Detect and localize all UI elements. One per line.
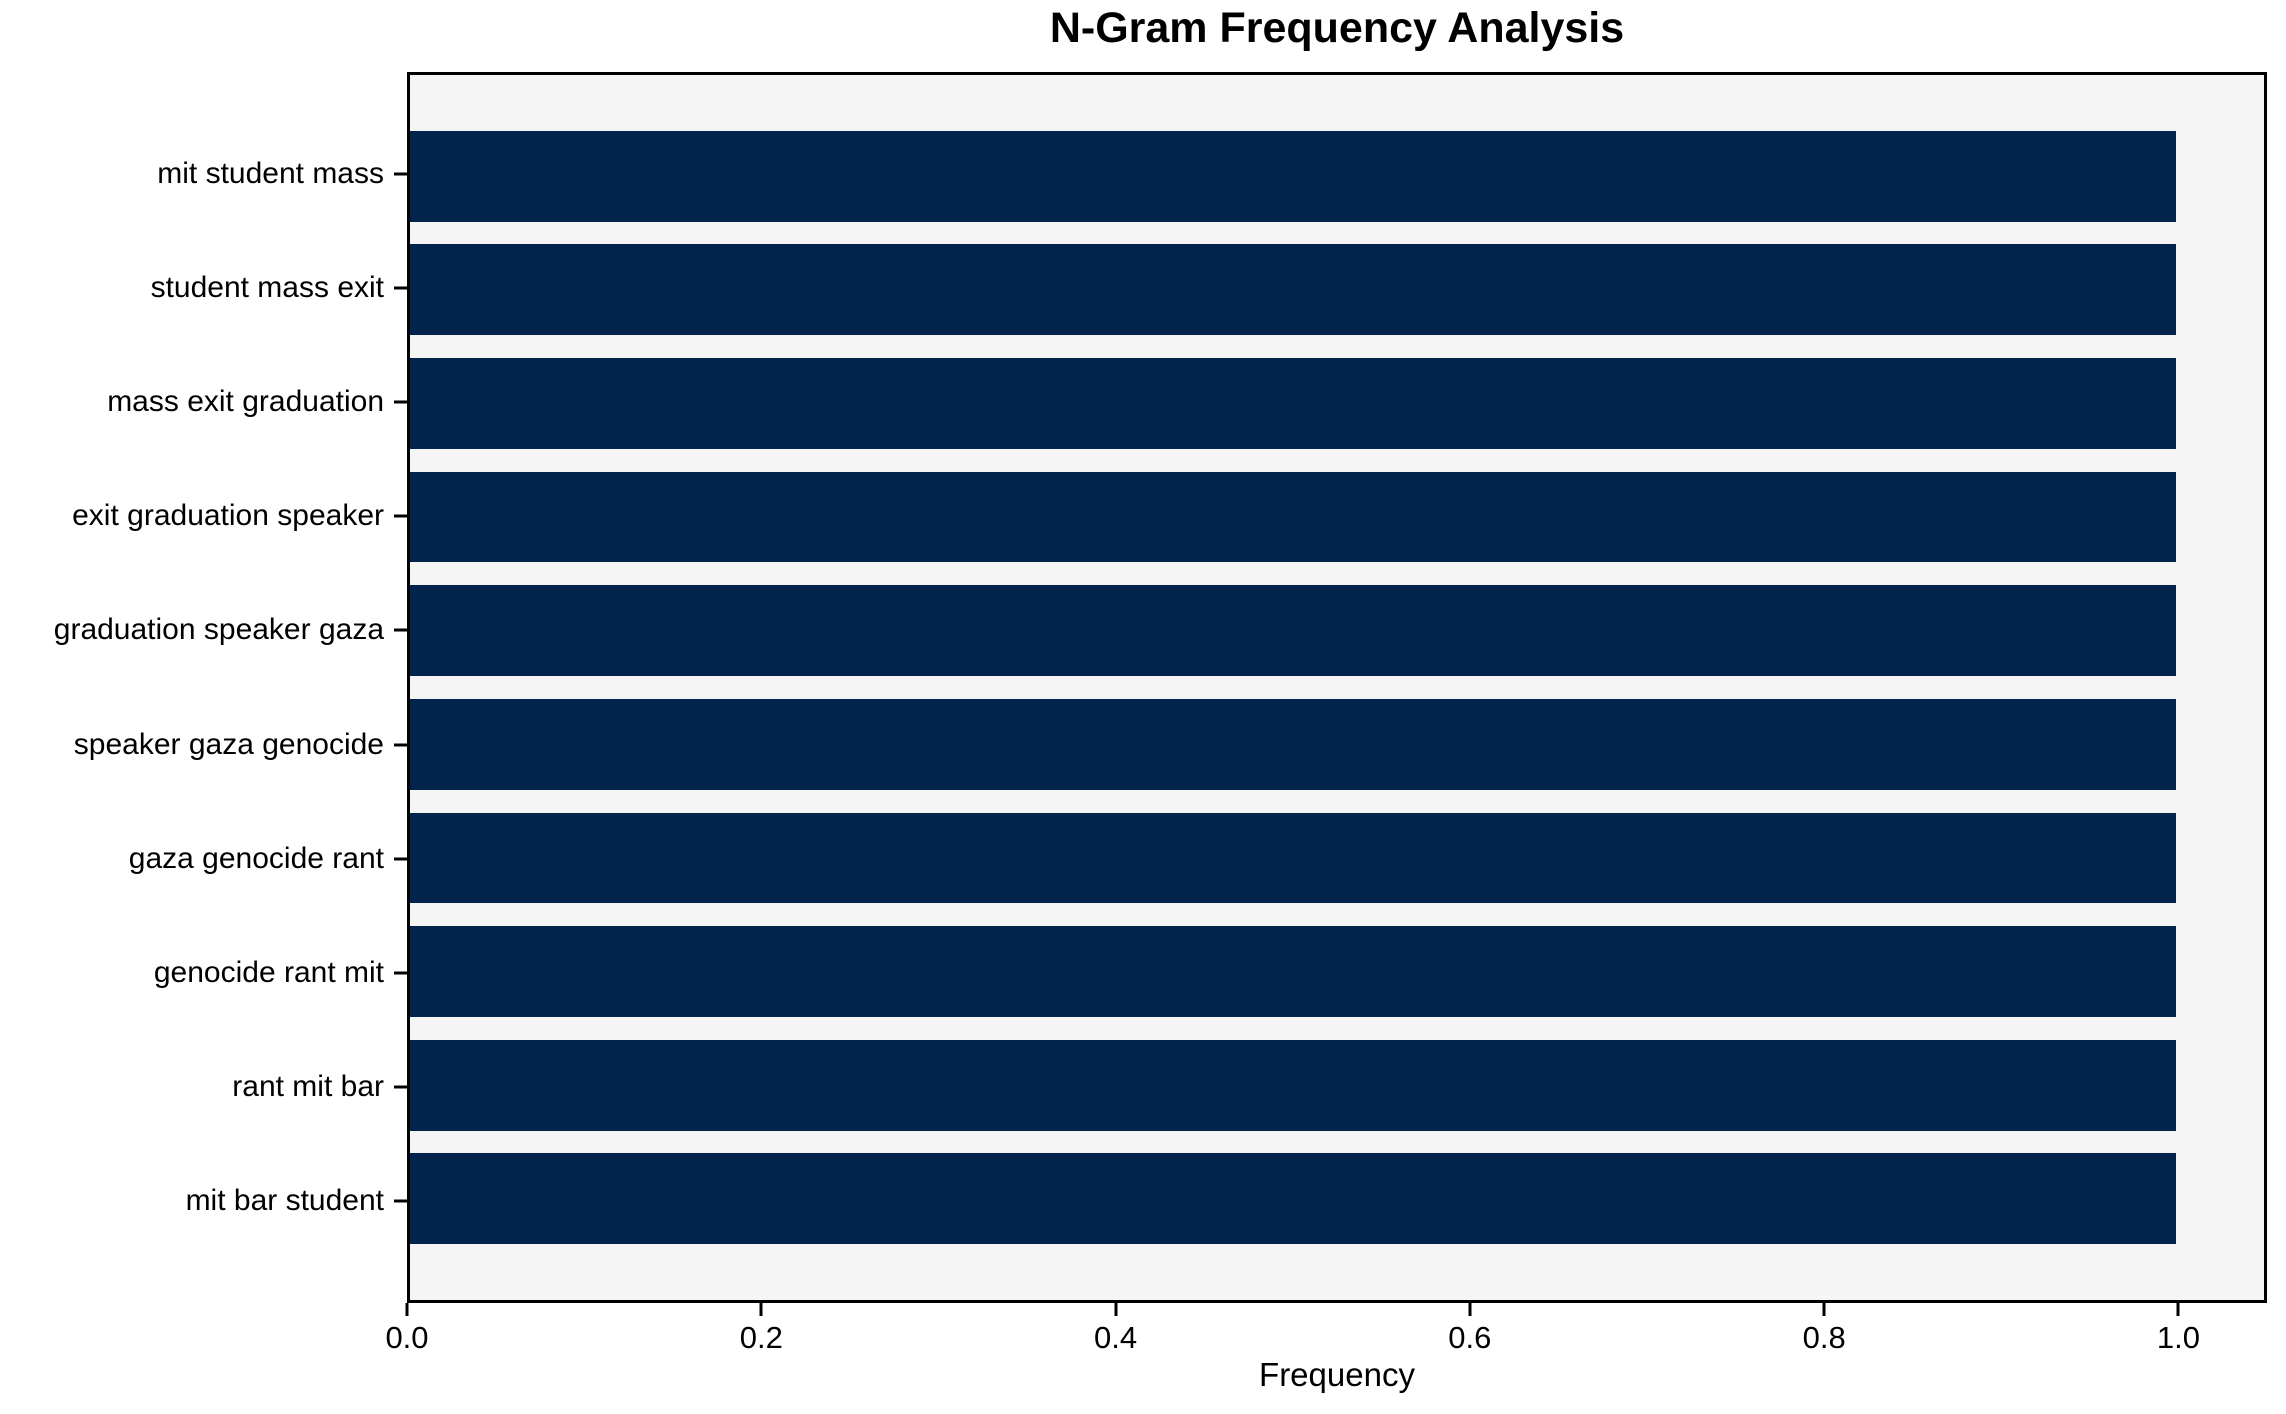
bar: [410, 471, 2176, 563]
y-tick-mark: [394, 1085, 407, 1089]
y-tick-mark: [394, 857, 407, 861]
x-tick-label: 0.2: [739, 1320, 783, 1355]
x-axis-label: Frequency: [1259, 1356, 1415, 1393]
y-tick-label: speaker gaza genocide: [73, 727, 384, 761]
y-tick-mark: [394, 743, 407, 747]
y-tick-mark: [394, 514, 407, 518]
y-tick-mark: [394, 971, 407, 975]
y-tick-mark: [394, 628, 407, 632]
y-tick-label: student mass exit: [150, 270, 384, 304]
bar: [410, 1153, 2176, 1245]
x-tick-mark: [759, 1303, 763, 1316]
x-tick-mark: [1822, 1303, 1826, 1316]
x-tick-label: 0.0: [385, 1320, 429, 1355]
x-tick-mark: [1468, 1303, 1472, 1316]
y-tick-label: exit graduation speaker: [72, 499, 384, 533]
x-tick-label: 0.4: [1094, 1320, 1138, 1355]
chart-title: N-Gram Frequency Analysis: [1049, 4, 1625, 52]
y-tick-label: graduation speaker gaza: [53, 613, 384, 647]
y-tick-label: mass exit graduation: [107, 385, 384, 419]
y-axis-ticks: [394, 72, 407, 1303]
x-tick-label: 1.0: [2156, 1320, 2200, 1355]
y-tick-mark: [394, 172, 407, 176]
y-tick-mark: [394, 400, 407, 404]
y-tick-label: mit bar student: [185, 1184, 384, 1218]
y-tick-label: mit student mass: [157, 156, 384, 190]
bar: [410, 585, 2176, 677]
x-tick-label: 0.6: [1448, 1320, 1492, 1355]
y-tick-label: rant mit bar: [232, 1070, 384, 1104]
x-tick-mark: [405, 1303, 409, 1316]
y-tick-label: genocide rant mit: [153, 955, 384, 989]
plot-area: [407, 72, 2267, 1303]
bar: [410, 926, 2176, 1018]
bar: [410, 1039, 2176, 1131]
x-tick-mark: [2176, 1303, 2180, 1316]
bar: [410, 698, 2176, 790]
y-tick-mark: [394, 286, 407, 290]
bar: [410, 244, 2176, 336]
bar: [410, 812, 2176, 904]
y-tick-mark: [394, 1199, 407, 1203]
y-tick-label: gaza genocide rant: [128, 841, 384, 875]
x-tick-label: 0.8: [1802, 1320, 1846, 1355]
bar: [410, 357, 2176, 449]
x-tick-mark: [1114, 1303, 1118, 1316]
bar: [410, 130, 2176, 222]
y-axis-labels: mit student mass student mass exit mass ex…: [0, 72, 384, 1303]
